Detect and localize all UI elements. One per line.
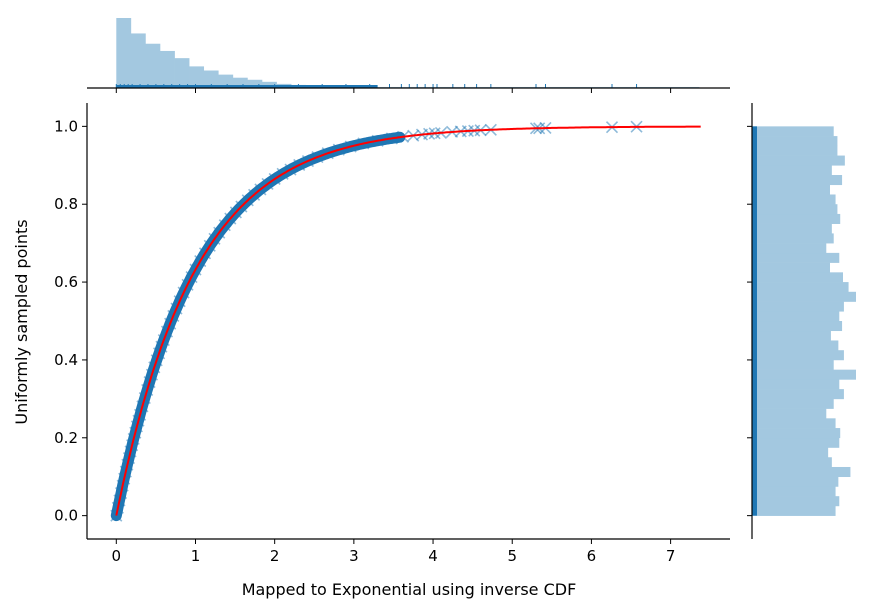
marginal-y-bar [752, 311, 840, 322]
marginal-y-bar [752, 340, 839, 351]
y-tick-label: 0.0 [54, 507, 78, 525]
y-tick-label: 1.0 [54, 117, 78, 135]
scatter-points [110, 120, 643, 522]
marginal-y-bar [752, 369, 856, 380]
marginal-x-bar [130, 33, 146, 88]
marginal-y-bar [752, 291, 856, 302]
marginal-y-bar [752, 243, 827, 254]
marginal-y-bar [752, 204, 838, 215]
marginal-y-rug [752, 126, 757, 516]
y-tick-label: 0.8 [54, 195, 78, 213]
x-tick-label: 0 [112, 547, 122, 565]
marginal-y-bar [752, 301, 844, 312]
marginal-y-bar [752, 379, 840, 390]
x-tick-label: 7 [666, 547, 676, 565]
marginal-y-bar [752, 175, 843, 186]
marginal-x-bar [203, 70, 219, 88]
x-tick-label: 5 [507, 547, 517, 565]
y-tick-label: 0.2 [54, 429, 78, 447]
marginal-y-bar [752, 437, 840, 448]
marginal-y-bar [752, 359, 834, 370]
marginal-y-bar [752, 330, 831, 341]
marginal-y-bar [752, 126, 834, 137]
axes: 0 1 2 3 4 5 6 7 0.0 0.2 0.4 0.6 0.8 1.0 [54, 103, 730, 565]
marginal-y-bar [752, 252, 840, 263]
x-tick-label: 2 [270, 547, 280, 565]
marginal-y-bar [752, 272, 843, 283]
x-axis-label: Mapped to Exponential using inverse CDF [242, 580, 577, 599]
marginal-y-bar [752, 155, 845, 166]
marginal-y-bar [752, 223, 832, 234]
marginal-y-bar [752, 457, 832, 468]
marginal-y-bar [752, 262, 830, 273]
marginal-y-bar [752, 213, 841, 224]
marginal-x-bar [160, 50, 175, 88]
x-tick-label: 3 [349, 547, 359, 565]
marginal-y-bar [752, 282, 849, 293]
marginal-x-bar [247, 79, 263, 88]
marginal-x-bar [174, 58, 190, 88]
x-tick-label: 6 [587, 547, 597, 565]
marginal-y-bar [752, 476, 839, 487]
x-tick-label: 1 [191, 547, 201, 565]
marginal-y-bar [752, 145, 838, 156]
marginal-x-bar [116, 18, 132, 88]
marginal-x-bar [262, 81, 277, 88]
marginal-y-bar [752, 428, 841, 439]
cdf-curve-line [115, 125, 701, 516]
marginal-x-bar [232, 77, 248, 88]
marginal-x-rug-dense [116, 85, 378, 88]
marginal-y-bar [752, 194, 836, 205]
marginal-y-histogram [747, 103, 856, 539]
marginal-x-bar [145, 43, 161, 88]
y-tick-label: 0.4 [54, 351, 78, 369]
marginal-y-bar [752, 408, 827, 419]
scatter-dense-band [110, 131, 406, 522]
cdf-curve [115, 125, 701, 516]
marginal-y-bar [752, 486, 836, 497]
marginal-y-bar [752, 136, 838, 147]
marginal-y-bar [752, 389, 844, 400]
marginal-y-bar [752, 321, 843, 332]
marginal-y-bar [752, 447, 829, 458]
marginal-y-bar [752, 496, 840, 507]
marginal-x-bar [189, 66, 205, 88]
marginal-x-histogram [87, 18, 730, 93]
marginal-y-bar [752, 398, 834, 409]
marginal-y-bar [752, 233, 834, 244]
marginal-y-bar [752, 350, 844, 361]
y-tick-label: 0.6 [54, 273, 78, 291]
marginal-y-bar [752, 184, 830, 195]
marginal-y-bar [752, 466, 851, 478]
x-tick-label: 4 [428, 547, 438, 565]
marginal-y-bar [752, 505, 836, 516]
marginal-y-bar [752, 418, 836, 429]
marginal-x-bar [218, 74, 234, 88]
y-axis-label: Uniformly sampled points [12, 219, 31, 424]
marginal-y-bar [752, 165, 832, 176]
